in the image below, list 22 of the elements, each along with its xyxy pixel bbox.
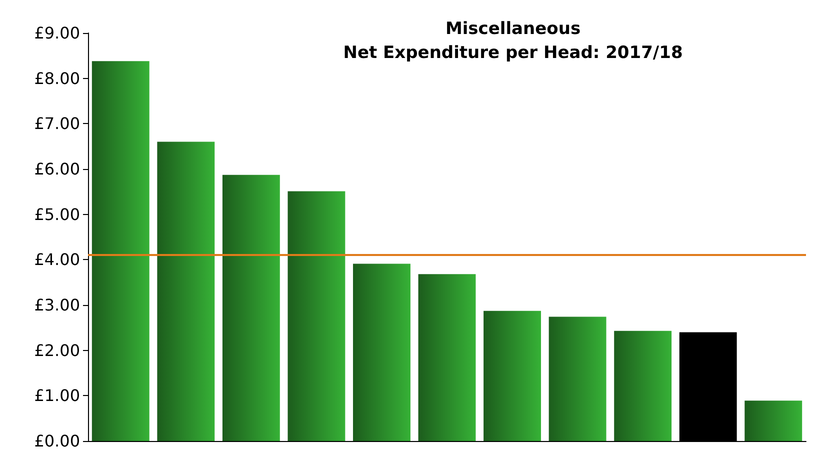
- bar: [548, 316, 606, 441]
- bar: [92, 61, 150, 441]
- y-tick-label: £2.00: [34, 340, 80, 360]
- y-tick-label: £9.00: [34, 24, 80, 42]
- bar: [157, 142, 215, 441]
- bar: [679, 332, 737, 441]
- y-tick-label: £1.00: [34, 386, 80, 406]
- bar: [744, 400, 802, 441]
- bar: [614, 330, 672, 441]
- bar: [288, 191, 346, 441]
- chart-title: Miscellaneous Net Expenditure per Head: 2017/18: [343, 19, 683, 63]
- bar: [353, 264, 410, 441]
- y-tick-label: £7.00: [34, 114, 80, 134]
- y-tick-label: £6.00: [34, 160, 80, 178]
- y-tick-label: £4.00: [34, 250, 80, 270]
- bar: [222, 174, 280, 441]
- y-tick-label: £3.00: [34, 296, 80, 314]
- y-tick-label: £8.00: [34, 68, 80, 88]
- bar: [418, 274, 476, 441]
- y-tick-label: £5.00: [34, 204, 80, 224]
- bar: [484, 310, 541, 441]
- y-tick-label: £0.00: [34, 432, 80, 450]
